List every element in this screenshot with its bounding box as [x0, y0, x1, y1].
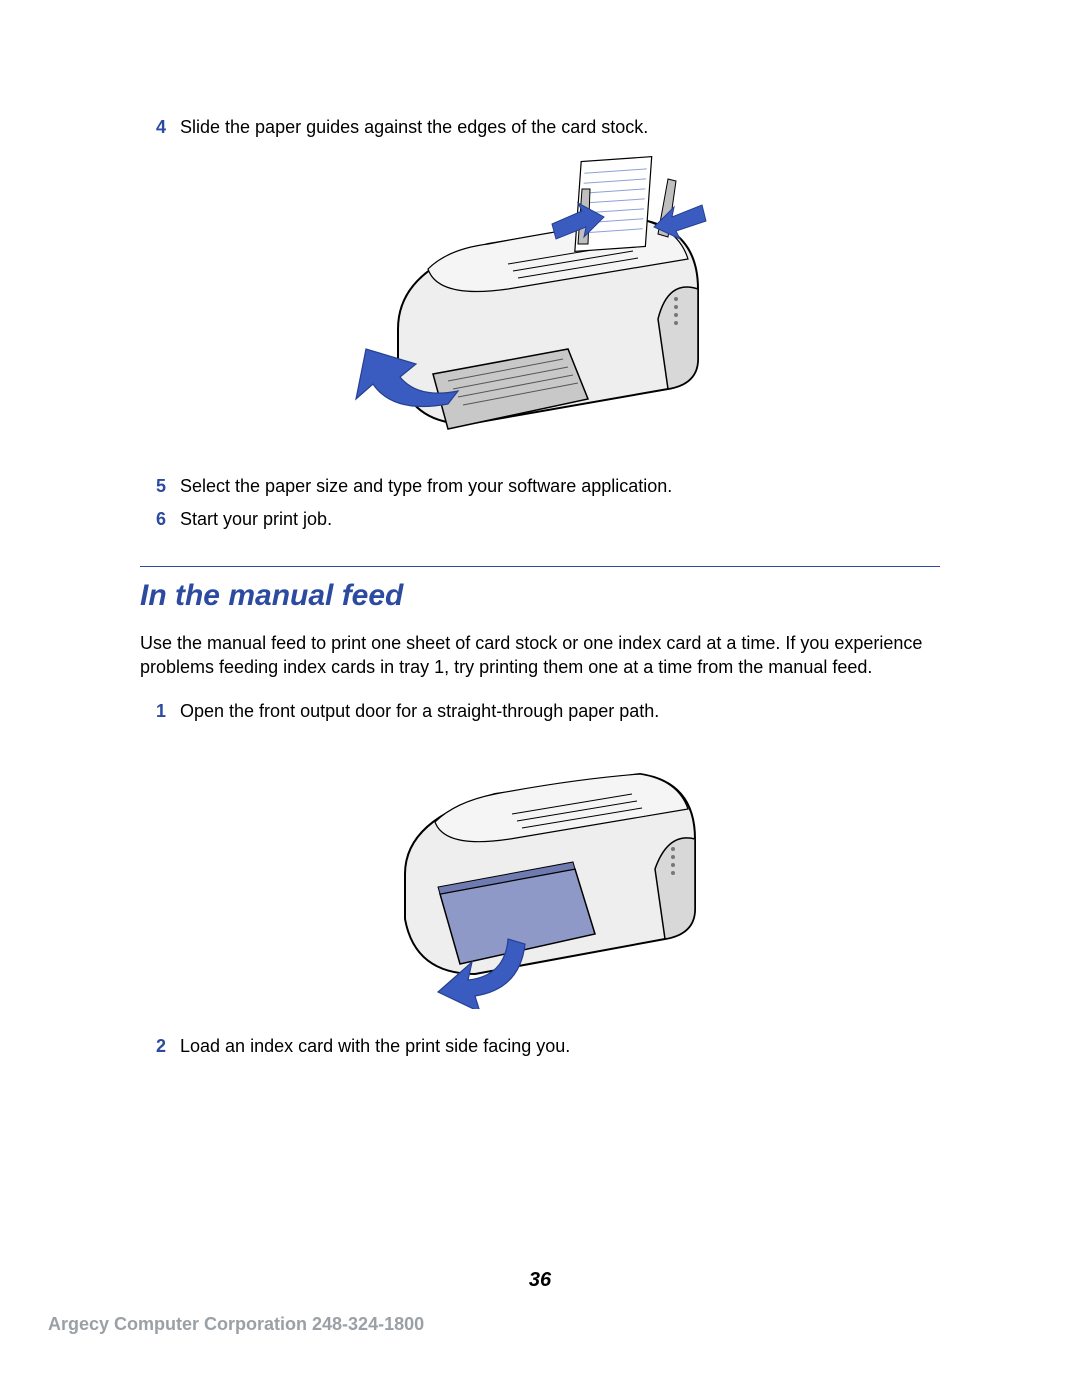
step-number: 4	[140, 115, 180, 139]
step-item: 2 Load an index card with the print side…	[140, 1034, 940, 1058]
figure-printer-door	[140, 734, 940, 1014]
section-body-text: Use the manual feed to print one sheet o…	[140, 631, 940, 680]
step-item: 4 Slide the paper guides against the edg…	[140, 115, 940, 139]
step-text: Load an index card with the print side f…	[180, 1034, 570, 1058]
step-number: 6	[140, 507, 180, 531]
step-number: 1	[140, 699, 180, 723]
printer-door-illustration	[350, 734, 730, 1009]
step-text: Slide the paper guides against the edges…	[180, 115, 648, 139]
step-number: 5	[140, 474, 180, 498]
figure-printer-guides	[140, 149, 940, 454]
document-page: 4 Slide the paper guides against the edg…	[0, 0, 1080, 1397]
printer-guides-illustration	[338, 149, 743, 449]
step-text: Start your print job.	[180, 507, 332, 531]
step-text: Select the paper size and type from your…	[180, 474, 672, 498]
step-item: 1 Open the front output door for a strai…	[140, 699, 940, 723]
footer-text: Argecy Computer Corporation 248-324-1800	[48, 1314, 424, 1335]
section-heading: In the manual feed	[140, 579, 940, 613]
step-item: 5 Select the paper size and type from yo…	[140, 474, 940, 498]
step-item: 6 Start your print job.	[140, 507, 940, 531]
step-text: Open the front output door for a straigh…	[180, 699, 659, 723]
page-number: 36	[0, 1269, 1080, 1292]
step-number: 2	[140, 1034, 180, 1058]
section-divider	[140, 566, 940, 567]
